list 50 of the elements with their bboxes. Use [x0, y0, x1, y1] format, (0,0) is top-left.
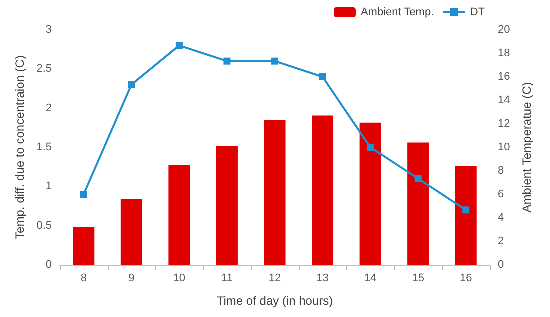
x-tick-label: 14	[364, 272, 377, 284]
point	[319, 74, 326, 80]
y2-tick-label: 0	[498, 259, 504, 271]
x-tick-label: 15	[412, 272, 424, 284]
y2-tick-label: 2	[498, 236, 504, 248]
legend-label: DT	[470, 6, 486, 18]
y2-tick-label: 16	[498, 71, 510, 83]
bar	[360, 122, 382, 265]
x-tick-label: 13	[316, 272, 329, 284]
y2-tick-label: 14	[498, 94, 510, 106]
x-tick-label: 12	[268, 272, 282, 284]
y-tick-label: 0	[46, 259, 52, 271]
y2-tick-label: 10	[498, 142, 510, 154]
point	[224, 58, 231, 65]
y2-tick-label: 4	[498, 212, 504, 224]
y2-tick-label: 18	[498, 48, 510, 60]
bar	[168, 165, 190, 265]
y-tick-label: 2.5	[36, 63, 52, 76]
y-tick-label: 2	[46, 102, 52, 114]
y-axis-title: Temp. diff. due to concentraion (C)	[12, 56, 27, 240]
bar	[264, 120, 286, 265]
legend-label: Ambient Temp.	[360, 6, 434, 18]
y2-tick-label: 20	[498, 24, 510, 36]
y-tick-label: 1.5	[36, 142, 52, 154]
x-tick-label: 16	[460, 272, 472, 284]
x-tick-label: 11	[222, 272, 233, 284]
y2-tick-label: 12	[498, 118, 510, 130]
x-tick-label: 9	[128, 272, 135, 284]
point	[367, 144, 374, 151]
point	[80, 191, 88, 198]
bar	[73, 227, 95, 265]
x-tick-label: 8	[80, 272, 87, 284]
y-tick-label: 1	[46, 180, 52, 193]
bar	[120, 199, 142, 265]
bar	[312, 116, 334, 265]
y2-tick-label: 8	[498, 165, 504, 177]
x-tick-label: 10	[173, 272, 186, 284]
point	[414, 175, 422, 182]
point	[462, 206, 470, 214]
bar	[408, 142, 430, 265]
y-tick-label: 0.5	[36, 220, 52, 232]
x-axis-title: Time of day (in hours)	[216, 294, 334, 308]
point	[176, 42, 183, 50]
y-tick-label: 3	[46, 24, 52, 36]
bar	[216, 146, 238, 265]
point	[272, 58, 278, 65]
y2-tick-label: 6	[498, 188, 504, 200]
bar	[455, 166, 477, 265]
y2-axis-title: Ambient Temperatue (C)	[520, 82, 534, 213]
point	[128, 81, 136, 88]
